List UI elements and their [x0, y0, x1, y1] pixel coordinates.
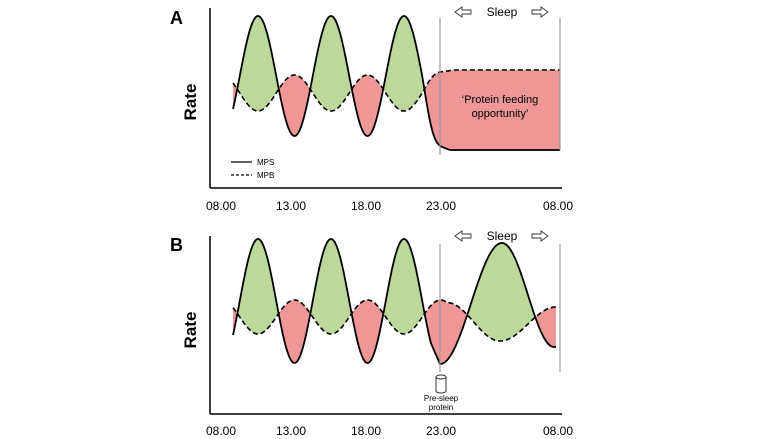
panel-b-sleep-label: Sleep [487, 229, 518, 243]
panel-b-x-tick: 08.00 [206, 424, 236, 438]
panel-a-mpb-line [232, 69, 560, 112]
panel-a-x-ticks: 08.00 13.00 18.00 23.00 08.00 [206, 199, 573, 213]
pre-sleep-protein-label-line-2: protein [429, 403, 453, 412]
panel-a-annotation-line-2: opportunity’ [472, 108, 529, 120]
panel-a-right-arrow-icon [531, 6, 549, 18]
panel-b-x-ticks: 08.00 13.00 18.00 23.00 08.00 [206, 424, 573, 438]
panel-b-x-tick: 13.00 [276, 424, 306, 438]
panel-a-lines [232, 15, 560, 151]
panel-a-left-arrow-icon [454, 6, 472, 18]
panel-a-legend: MPS MPB [231, 158, 274, 180]
panel-a-x-tick: 08.00 [543, 199, 573, 213]
panel-b-lines [232, 238, 556, 365]
panel-a-mps-above-mpb-area [310, 16, 352, 111]
pre-sleep-protein-icon [435, 374, 447, 394]
panel-a-x-tick: 13.00 [276, 199, 306, 213]
panel-b-mpb-above-mps-area [424, 300, 467, 364]
panel-a-fills [233, 16, 560, 150]
panel-b-mps-line [232, 238, 556, 365]
panel-a-x-tick: 08.00 [206, 199, 236, 213]
legend-mps-label: MPS [257, 158, 274, 167]
panel-a-mpb-above-mps-area [351, 75, 383, 136]
panel-b-y-axis-label: Rate [181, 312, 200, 349]
panel-b-x-tick: 08.00 [543, 424, 573, 438]
panel-b-letter: B [170, 235, 183, 255]
panel-b-x-tick: 23.00 [426, 424, 456, 438]
panel-a-mps-above-mpb-area [383, 16, 424, 111]
panel-a-x-tick: 23.00 [426, 199, 456, 213]
panel-a-sleep-label: Sleep [487, 5, 518, 19]
panel-b-mpb-above-mps-area [278, 300, 310, 363]
legend-mpb-label: MPB [257, 171, 274, 180]
panel-a-mpb-above-mps-area [424, 70, 560, 150]
panel-a-mps-above-mpb-area [237, 16, 279, 111]
panel-a-y-axis-label: Rate [181, 84, 200, 121]
panel-b: B Rate Sleep Pre-sleep protein 08.00 13.… [170, 229, 573, 438]
panel-b-left-arrow-icon [454, 230, 472, 242]
panel-b-mpb-line [232, 299, 556, 342]
panel-b-mpb-above-mps-area [535, 307, 556, 347]
panel-a: A Rate Sleep ‘Protein feeding opportunit… [170, 5, 573, 213]
panel-b-mpb-above-mps-area [351, 300, 383, 363]
panel-a-annotation-line-1: ‘Protein feeding [462, 94, 538, 106]
panel-b-x-tick: 18.00 [351, 424, 381, 438]
pre-sleep-protein-label-line-1: Pre-sleep [424, 394, 459, 403]
panel-b-right-arrow-icon [531, 230, 549, 242]
panel-a-letter: A [170, 8, 183, 28]
panel-a-mps-line [232, 15, 560, 151]
panel-a-x-tick: 18.00 [351, 199, 381, 213]
panel-b-mps-above-mpb-area [467, 243, 535, 341]
